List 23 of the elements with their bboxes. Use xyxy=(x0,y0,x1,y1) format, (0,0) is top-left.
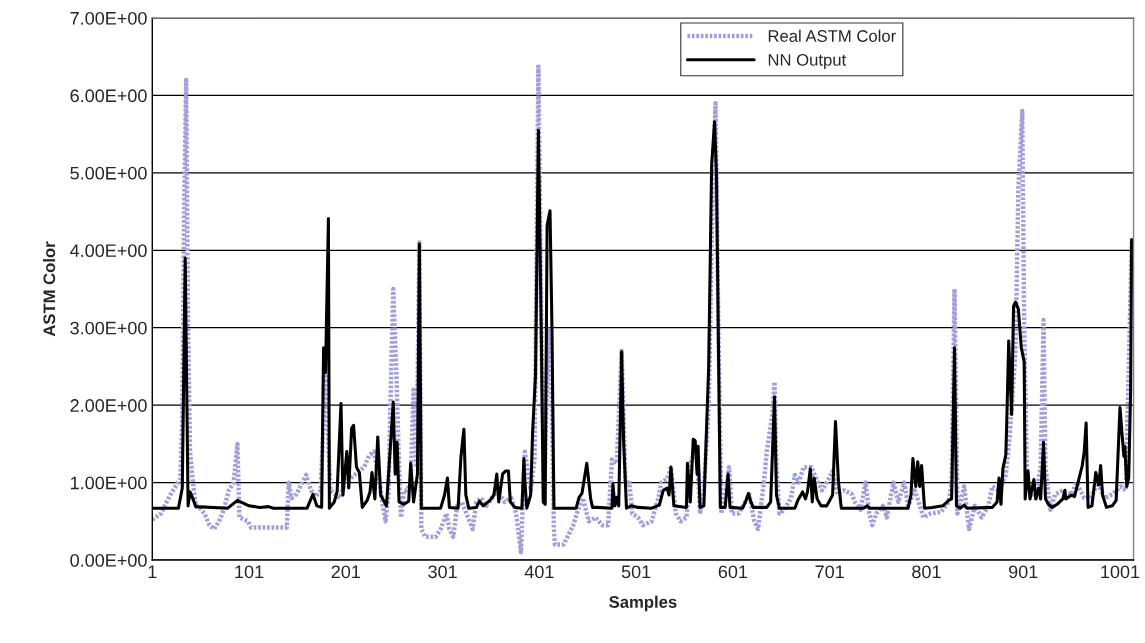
y-tick-label: 4.00E+00 xyxy=(70,244,147,258)
legend-label: Real ASTM Color xyxy=(768,29,896,42)
x-tick-label: 401 xyxy=(524,565,554,579)
y-tick-label: 2.00E+00 xyxy=(70,399,147,412)
y-axis-title: ASTM Color xyxy=(42,241,56,337)
y-tick-label: 5.00E+00 xyxy=(70,166,147,180)
y-tick-label: 1.00E+00 xyxy=(70,476,147,490)
x-axis-title: Samples xyxy=(609,595,677,612)
y-tick-label: 0.00E+00 xyxy=(70,553,147,567)
x-tick-label: 101 xyxy=(235,565,264,579)
x-tick-label: 201 xyxy=(331,565,361,579)
y-tick-label: 3.00E+00 xyxy=(70,321,147,335)
x-tick-label: 601 xyxy=(718,565,748,579)
x-tick-label: 501 xyxy=(621,565,651,579)
x-tick-label: 1001 xyxy=(1101,565,1140,579)
x-tick-label: 801 xyxy=(912,565,941,579)
x-tick-label: 301 xyxy=(428,565,457,579)
x-tick-label: 1 xyxy=(148,565,157,578)
x-tick-label: 901 xyxy=(1009,565,1038,579)
y-tick-label: 7.00E+00 xyxy=(70,11,147,25)
x-tick-label: 701 xyxy=(815,565,844,579)
legend-label: NN Output xyxy=(768,53,847,70)
y-tick-label: 6.00E+00 xyxy=(70,89,147,103)
